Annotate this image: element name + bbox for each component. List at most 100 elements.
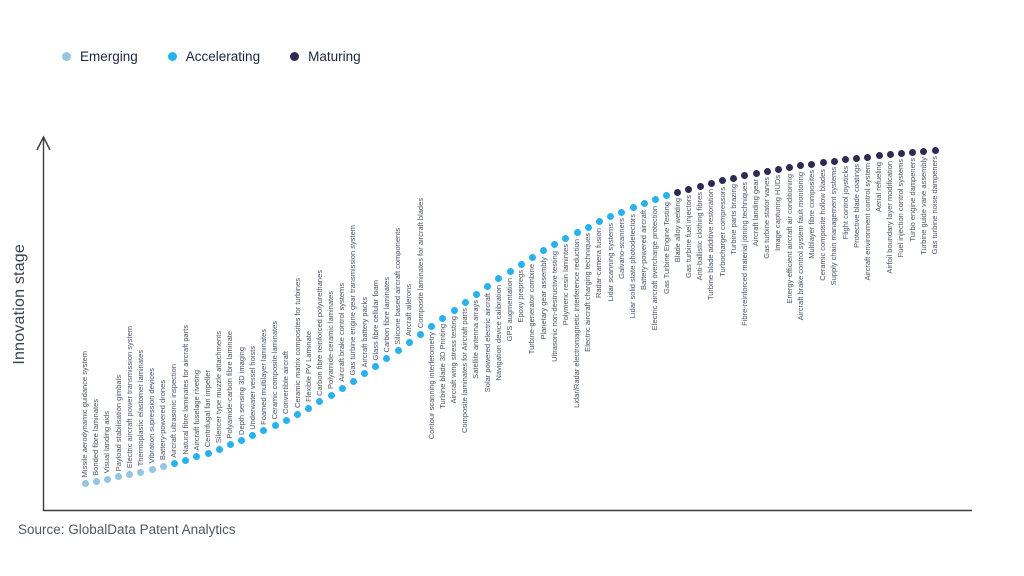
data-point-label: Turbine parts brazing	[728, 184, 738, 255]
legend: Emerging Accelerating Maturing	[62, 49, 361, 64]
data-point-label: Thermoplastic elastomer laminates	[135, 349, 145, 467]
data-point-accelerating	[170, 459, 178, 467]
data-point-label: Aircraft wing stress testing	[449, 316, 459, 404]
data-point-emerging	[159, 463, 167, 470]
data-point-accelerating	[528, 254, 536, 262]
legend-item-accelerating: Accelerating	[167, 49, 261, 64]
data-point-label: Foamed multilayer laminates	[258, 329, 268, 425]
data-point-accelerating	[472, 290, 480, 298]
data-point-label: Battery-powered drones	[158, 380, 168, 461]
data-point-accelerating	[651, 196, 659, 204]
data-point-maturing	[875, 152, 883, 160]
data-point-label: Natural fibre laminates for aircraft par…	[180, 324, 190, 455]
data-point-label: Ceramic composite hollow blades	[818, 168, 828, 281]
data-point-accelerating	[294, 410, 301, 418]
data-point-accelerating	[204, 449, 212, 457]
data-point-label: Flexible PV Laminate	[303, 331, 313, 403]
data-point-accelerating	[495, 275, 503, 283]
data-point-accelerating	[562, 234, 570, 242]
data-point-emerging	[92, 477, 100, 485]
data-point-label: Electric aircraft power transmission sys…	[124, 326, 134, 469]
data-point-label: Electric aircraft overcharge protection	[650, 205, 660, 330]
data-point-label: Lidar scanning systems	[605, 222, 615, 302]
data-point-label: Visual landing aids	[102, 410, 112, 474]
data-point-label: Flight control joysticks	[840, 165, 850, 240]
data-point-label: Aircraft brake control systems	[337, 283, 347, 383]
data-point-label: Aerial refueling	[874, 161, 884, 212]
data-point-label: Fibre-reinforced material joining techni…	[739, 181, 749, 326]
data-point-accelerating	[238, 437, 246, 445]
data-point-label: Gas turbine engine gear transmission sys…	[348, 224, 358, 376]
data-point-accelerating	[540, 247, 548, 255]
data-point-maturing	[808, 160, 816, 168]
data-point-accelerating	[327, 391, 335, 399]
data-point-accelerating	[226, 441, 234, 449]
data-point-label: Gas turbine stator vanes	[762, 177, 772, 260]
data-point-maturing	[752, 169, 760, 177]
data-point-maturing	[897, 149, 905, 157]
data-point-accelerating	[417, 330, 425, 338]
data-point-maturing	[920, 147, 928, 155]
data-point-label: Energy-efficient aircraft air conditioni…	[784, 173, 794, 304]
data-point-label: Lidar solid state photodetectors	[628, 213, 638, 318]
data-point-maturing	[685, 185, 693, 193]
data-point-label: Gas turbine noise dampeners	[930, 156, 939, 255]
data-point-accelerating	[595, 218, 603, 226]
legend-label-maturing: Maturing	[308, 49, 361, 64]
data-point-maturing	[819, 159, 827, 167]
data-point-accelerating	[361, 370, 369, 378]
data-point-label: Turbine blade 3D Printing	[437, 324, 447, 409]
data-point-label: Navigation device calibration	[493, 284, 503, 381]
data-point-label: Galvano-scanners	[616, 218, 626, 279]
data-point-label: Bonded fibre laminates	[91, 398, 101, 476]
data-point-maturing	[853, 154, 861, 162]
data-point-accelerating	[663, 192, 671, 200]
data-point-label: Blade alloy welding	[672, 198, 682, 263]
data-point-emerging	[115, 473, 123, 481]
data-point-accelerating	[405, 338, 413, 346]
data-point-accelerating	[316, 398, 324, 406]
data-point-label: Radar-camera fusion	[594, 227, 604, 298]
data-point-label: Electric aircraft charging techniques	[583, 233, 593, 352]
data-point-accelerating	[372, 362, 380, 370]
legend-item-emerging: Emerging	[62, 49, 138, 64]
legend-marker-accelerating-icon	[167, 52, 177, 61]
y-axis-arrow-icon	[36, 135, 51, 151]
data-point-label: Aircraft environment control system	[862, 163, 872, 281]
data-point-label: Vibration supression devices	[147, 368, 157, 464]
data-point-label: Gas turbine fuel injectors	[683, 195, 693, 279]
data-point-label: Turbo engine dampeners	[907, 158, 917, 242]
data-point-maturing	[786, 164, 794, 172]
data-point-label: Epoxy prepregs	[516, 270, 526, 323]
data-point-label: Aircraft landing gear	[751, 179, 761, 247]
data-point-label: Silicone based aircraft components	[393, 227, 403, 345]
data-point-accelerating	[394, 346, 402, 354]
data-point-label: Polyamide-ceramic laminates	[326, 291, 336, 390]
data-point-accelerating	[383, 354, 391, 362]
data-point-label: Silencer type muzzle attachments	[214, 331, 224, 444]
data-point-label: Airfoil boundary layer modification	[885, 160, 895, 274]
data-point-emerging	[148, 465, 156, 473]
data-point-label: Carbon fibre laminates	[381, 276, 391, 353]
legend-label-accelerating: Accelerating	[185, 49, 261, 64]
data-point-label: Battery-powered aircraft	[639, 209, 649, 290]
data-point-maturing	[842, 156, 850, 164]
data-point-label: Aircraft fuselage riveting	[191, 370, 201, 451]
data-point-accelerating	[249, 432, 257, 440]
data-point-accelerating	[338, 384, 346, 392]
data-point-label: Gas Turbine Engine Testing	[661, 201, 671, 294]
data-point-maturing	[763, 167, 771, 175]
data-point-maturing	[864, 153, 872, 161]
data-point-accelerating	[517, 260, 525, 268]
data-point-accelerating	[271, 422, 279, 430]
data-point-label: Turbine guide vane assembly	[918, 157, 928, 255]
data-point-maturing	[774, 165, 782, 173]
data-point-accelerating	[629, 204, 637, 212]
data-point-label: GPS augmentation	[505, 277, 514, 341]
data-point-accelerating	[428, 322, 436, 330]
data-point-accelerating	[193, 453, 201, 461]
data-point-label: Ultrasonic non-destructive testing	[549, 250, 559, 362]
